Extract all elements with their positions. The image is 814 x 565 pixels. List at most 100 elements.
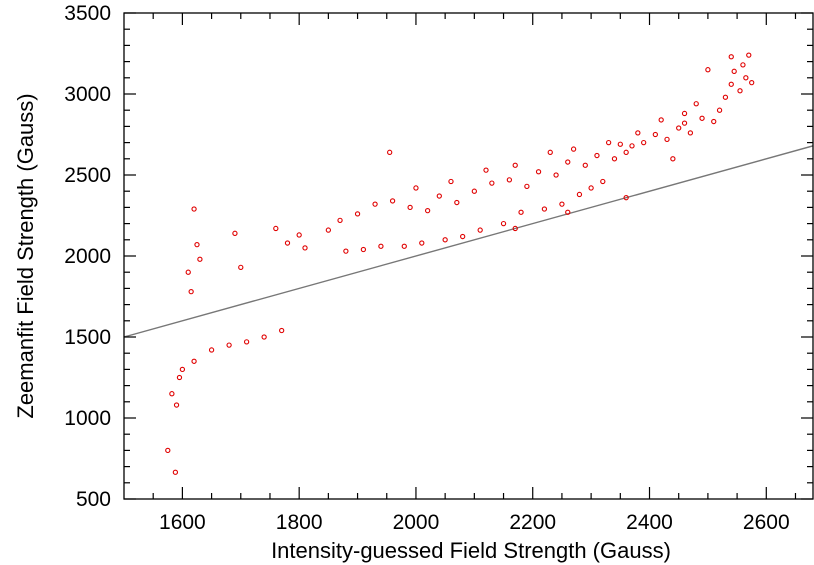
data-point <box>424 207 431 214</box>
data-point <box>693 101 699 107</box>
data-point <box>387 149 393 155</box>
data-point <box>372 201 378 207</box>
y-tick-label: 1000 <box>64 407 111 430</box>
data-point <box>588 185 594 191</box>
y-tick-label: 3500 <box>64 2 111 25</box>
data-point <box>208 347 215 353</box>
data-point <box>238 264 244 270</box>
y-tick-label: 1500 <box>64 326 111 349</box>
reference-line <box>124 145 813 338</box>
data-point <box>594 152 600 159</box>
data-point <box>296 232 302 238</box>
data-point <box>605 139 612 146</box>
x-tick-label: 1800 <box>276 511 323 534</box>
x-tick-label: 2000 <box>393 511 440 534</box>
data-point <box>226 342 232 348</box>
x-tick-label: 2200 <box>509 511 556 534</box>
data-point <box>635 130 641 136</box>
axis-ticks <box>124 12 813 500</box>
data-point <box>623 149 629 155</box>
y-tick-label: 3000 <box>64 83 111 106</box>
data-point <box>681 110 688 117</box>
data-point <box>749 80 755 86</box>
data-point <box>518 209 524 215</box>
data-point <box>711 118 717 125</box>
data-point <box>232 230 238 236</box>
data-point <box>302 245 308 251</box>
data-point <box>442 237 448 243</box>
data-point <box>185 269 191 275</box>
data-point <box>737 88 743 94</box>
data-point <box>325 227 332 233</box>
data-points <box>165 52 755 475</box>
x-tick-label: 1600 <box>159 511 206 534</box>
x-axis-label: Intensity-guessed Field Strength (Gauss) <box>271 538 671 563</box>
data-point <box>582 162 588 168</box>
data-point <box>173 402 180 408</box>
data-point <box>629 143 635 149</box>
data-point <box>354 211 361 217</box>
data-point <box>489 180 495 186</box>
data-point <box>512 162 518 168</box>
plot-area <box>124 52 813 475</box>
data-point <box>337 217 343 224</box>
data-point <box>188 288 194 295</box>
data-point <box>716 107 723 113</box>
data-point <box>641 139 647 146</box>
data-point <box>512 225 518 232</box>
data-point <box>565 209 571 215</box>
y-axis-label: Zeemanfit Field Strength (Gauss) <box>13 93 38 418</box>
data-point <box>273 225 279 232</box>
data-point <box>460 233 466 240</box>
data-point <box>407 204 413 211</box>
data-point <box>243 339 250 345</box>
data-point <box>378 243 384 249</box>
y-tick-label: 2000 <box>64 245 111 268</box>
x-tick-label: 2400 <box>626 511 673 534</box>
data-point <box>746 52 752 58</box>
data-point <box>500 220 507 227</box>
data-point <box>284 240 291 246</box>
data-point <box>728 54 734 60</box>
data-point <box>194 242 200 248</box>
data-point <box>197 256 203 262</box>
data-point <box>559 201 565 207</box>
data-point <box>565 159 571 165</box>
data-point <box>471 188 477 194</box>
data-point <box>419 240 425 246</box>
data-point <box>687 130 694 136</box>
data-point <box>611 156 618 162</box>
data-point <box>401 243 407 249</box>
data-point <box>731 68 737 74</box>
data-point <box>740 62 746 68</box>
data-point <box>728 81 734 87</box>
y-tick-label: 500 <box>76 488 111 511</box>
data-point <box>279 327 285 334</box>
data-point <box>541 206 548 212</box>
data-point <box>165 447 171 454</box>
data-point <box>623 195 629 201</box>
data-point <box>413 185 419 191</box>
data-point <box>670 156 676 162</box>
data-point <box>389 198 396 204</box>
data-point <box>570 146 577 152</box>
data-point <box>658 117 664 123</box>
data-point <box>699 115 705 121</box>
tick-labels: 1600 1800 2000 2200 2400 2600 500 1000 1500 2000 2… <box>64 2 789 534</box>
data-point <box>261 334 267 340</box>
data-point <box>535 169 542 175</box>
data-point <box>705 67 711 73</box>
data-point <box>436 193 442 199</box>
data-point <box>743 75 749 81</box>
data-point <box>617 141 623 147</box>
data-point <box>448 178 454 185</box>
data-point <box>179 366 186 373</box>
data-point <box>172 469 179 475</box>
data-point <box>664 136 670 143</box>
data-point <box>681 120 688 126</box>
plot-frame <box>123 12 814 500</box>
data-point <box>360 246 367 253</box>
data-point <box>191 206 197 212</box>
data-point <box>576 191 583 198</box>
